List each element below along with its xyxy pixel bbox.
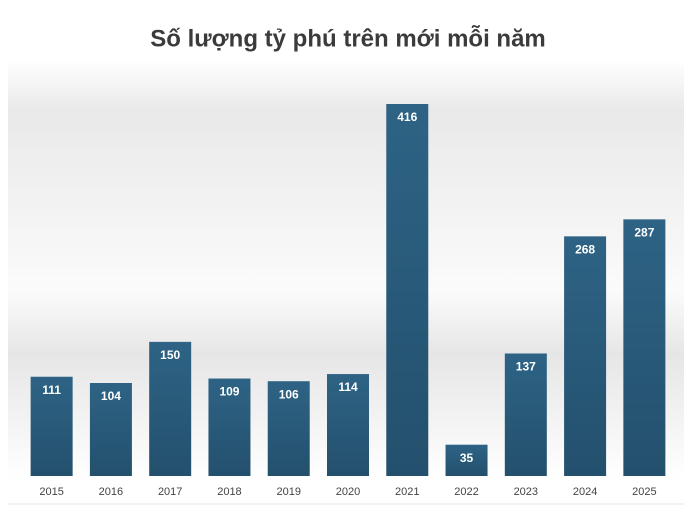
bar [30, 376, 73, 476]
value-label: 109 [219, 385, 239, 399]
value-label: 104 [101, 389, 121, 403]
x-tick-label: 2016 [99, 486, 123, 498]
bar [564, 236, 607, 476]
value-label: 268 [575, 243, 595, 257]
x-tick-label: 2020 [336, 486, 360, 498]
x-tick-label: 2023 [514, 486, 538, 498]
value-label: 114 [338, 380, 358, 394]
x-tick-label: 2024 [573, 486, 597, 498]
x-tick-label: 2019 [276, 486, 300, 498]
x-tick-label: 2022 [454, 486, 478, 498]
bar [386, 104, 429, 476]
x-tick-label: 2017 [158, 486, 182, 498]
x-tick-label: 2025 [632, 486, 656, 498]
bar [89, 383, 132, 476]
value-label: 35 [460, 451, 474, 465]
value-label: 287 [634, 226, 654, 240]
value-label: 137 [516, 360, 536, 374]
value-label: 111 [42, 383, 61, 397]
value-label: 150 [160, 348, 180, 362]
bar [623, 219, 666, 476]
value-label: 106 [279, 387, 299, 401]
bar [504, 353, 547, 476]
bar [149, 341, 192, 476]
bar [327, 374, 369, 476]
bar [208, 378, 251, 476]
x-tick-label: 2018 [217, 486, 241, 498]
x-tick-label: 2015 [39, 486, 63, 498]
chart-title: Số lượng tỷ phú trên mới mỗi năm [150, 24, 546, 52]
bar [445, 444, 488, 476]
x-tick-label: 2021 [395, 486, 419, 498]
value-label: 416 [397, 110, 417, 124]
bar [267, 381, 310, 476]
